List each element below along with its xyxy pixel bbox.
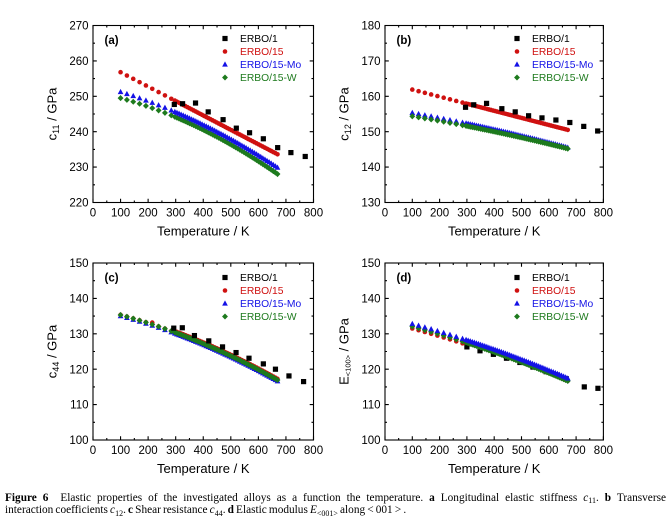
svg-text:ERBO/15-W: ERBO/15-W — [532, 73, 589, 84]
svg-text:130: 130 — [69, 329, 88, 341]
svg-text:700: 700 — [567, 208, 586, 220]
svg-text:c44 / GPa: c44 / GPa — [45, 324, 62, 378]
svg-text:300: 300 — [166, 445, 185, 457]
svg-text:200: 200 — [430, 445, 449, 457]
svg-text:230: 230 — [69, 162, 88, 174]
svg-text:130: 130 — [361, 198, 380, 210]
svg-text:c12 / GPa: c12 / GPa — [337, 87, 354, 141]
svg-text:600: 600 — [539, 445, 558, 457]
svg-text:700: 700 — [567, 445, 586, 457]
svg-text:ERBO/1: ERBO/1 — [240, 273, 278, 284]
svg-text:800: 800 — [304, 445, 323, 457]
svg-text:600: 600 — [539, 208, 558, 220]
svg-text:110: 110 — [70, 400, 88, 412]
svg-text:600: 600 — [249, 445, 268, 457]
svg-text:140: 140 — [361, 294, 380, 306]
svg-text:120: 120 — [69, 364, 88, 376]
svg-text:100: 100 — [111, 445, 130, 457]
svg-text:ERBO/1: ERBO/1 — [532, 273, 570, 284]
svg-text:100: 100 — [403, 445, 422, 457]
svg-text:ERBO/15: ERBO/15 — [240, 286, 284, 297]
svg-text:160: 160 — [361, 91, 380, 103]
svg-text:600: 600 — [249, 208, 268, 220]
svg-text:100: 100 — [111, 208, 130, 220]
svg-text:220: 220 — [69, 198, 88, 210]
svg-text:150: 150 — [69, 258, 88, 270]
svg-text:170: 170 — [361, 56, 380, 68]
svg-text:0: 0 — [382, 208, 388, 220]
svg-text:c11 / GPa: c11 / GPa — [45, 87, 62, 140]
svg-text:Temperature / K: Temperature / K — [157, 223, 250, 238]
svg-text:E<100> / GPa: E<100> / GPa — [337, 317, 353, 385]
svg-text:ERBO/15-Mo: ERBO/15-Mo — [532, 299, 594, 310]
svg-text:(c): (c) — [105, 273, 119, 285]
svg-text:800: 800 — [594, 208, 613, 220]
svg-text:800: 800 — [304, 208, 323, 220]
svg-text:(d): (d) — [397, 273, 412, 285]
svg-text:400: 400 — [485, 445, 504, 457]
svg-text:300: 300 — [457, 208, 476, 220]
svg-text:ERBO/15: ERBO/15 — [240, 47, 284, 58]
svg-text:ERBO/15-W: ERBO/15-W — [240, 312, 297, 323]
svg-text:150: 150 — [361, 127, 380, 139]
svg-text:0: 0 — [382, 445, 388, 457]
svg-text:ERBO/15: ERBO/15 — [532, 286, 576, 297]
svg-text:Temperature / K: Temperature / K — [157, 461, 250, 476]
svg-text:120: 120 — [361, 364, 380, 376]
svg-text:100: 100 — [403, 208, 422, 220]
svg-text:ERBO/15-W: ERBO/15-W — [240, 73, 297, 84]
svg-text:200: 200 — [430, 208, 449, 220]
svg-text:260: 260 — [69, 56, 88, 68]
svg-text:(a): (a) — [105, 35, 119, 47]
svg-text:0: 0 — [90, 208, 96, 220]
svg-text:Temperature / K: Temperature / K — [448, 461, 541, 476]
svg-text:500: 500 — [512, 208, 531, 220]
svg-text:800: 800 — [594, 445, 613, 457]
svg-text:400: 400 — [485, 208, 504, 220]
svg-text:ERBO/1: ERBO/1 — [240, 34, 278, 45]
svg-text:0: 0 — [90, 445, 96, 457]
svg-text:300: 300 — [457, 445, 476, 457]
svg-text:240: 240 — [69, 127, 88, 139]
svg-text:700: 700 — [276, 208, 295, 220]
svg-text:500: 500 — [221, 445, 240, 457]
svg-text:270: 270 — [69, 21, 88, 33]
svg-text:Temperature / K: Temperature / K — [448, 223, 541, 238]
svg-text:140: 140 — [69, 294, 88, 306]
svg-text:200: 200 — [139, 208, 158, 220]
svg-text:100: 100 — [69, 435, 88, 447]
svg-text:400: 400 — [194, 208, 213, 220]
svg-text:ERBO/15-Mo: ERBO/15-Mo — [532, 60, 594, 71]
svg-text:150: 150 — [361, 258, 380, 270]
svg-text:500: 500 — [512, 445, 531, 457]
svg-text:300: 300 — [166, 208, 185, 220]
svg-text:130: 130 — [361, 329, 380, 341]
svg-text:500: 500 — [221, 208, 240, 220]
svg-text:(b): (b) — [397, 35, 412, 47]
svg-text:ERBO/15-Mo: ERBO/15-Mo — [240, 60, 302, 71]
svg-text:140: 140 — [361, 162, 380, 174]
svg-text:200: 200 — [139, 445, 158, 457]
svg-text:ERBO/15-Mo: ERBO/15-Mo — [240, 299, 302, 310]
svg-text:ERBO/15: ERBO/15 — [532, 47, 576, 58]
svg-text:ERBO/1: ERBO/1 — [532, 34, 570, 45]
svg-text:180: 180 — [361, 21, 380, 33]
svg-text:ERBO/15-W: ERBO/15-W — [532, 312, 589, 323]
svg-text:110: 110 — [362, 400, 380, 412]
svg-text:100: 100 — [361, 435, 380, 447]
svg-text:400: 400 — [194, 445, 213, 457]
svg-text:700: 700 — [276, 445, 295, 457]
svg-text:250: 250 — [69, 91, 88, 103]
